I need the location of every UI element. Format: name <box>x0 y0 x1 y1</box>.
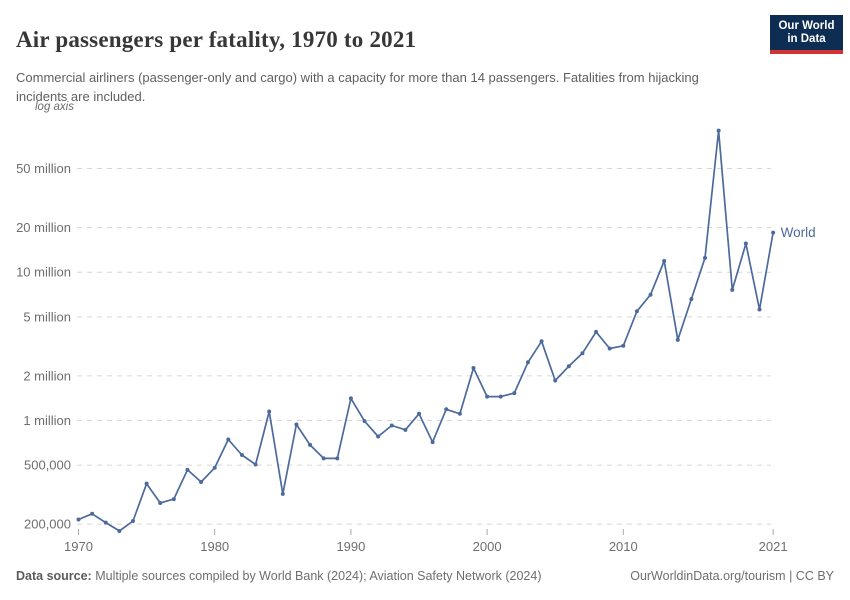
x-axis-tick-label: 2021 <box>759 539 788 554</box>
data-point-marker[interactable] <box>348 396 353 401</box>
data-point-marker[interactable] <box>553 378 558 383</box>
page-title: Air passengers per fatality, 1970 to 202… <box>16 27 417 53</box>
data-point-marker[interactable] <box>103 520 108 525</box>
y-axis-tick-label: 10 million <box>16 265 71 280</box>
chart-subtitle: Commercial airliners (passenger-only and… <box>16 70 699 104</box>
data-point-marker[interactable] <box>580 351 585 356</box>
data-point-marker[interactable] <box>730 287 735 292</box>
data-point-marker[interactable] <box>199 479 204 484</box>
x-axis-tick-label: 1980 <box>200 539 229 554</box>
data-point-marker[interactable] <box>362 419 367 424</box>
data-point-marker[interactable] <box>417 411 421 416</box>
x-axis-tick-label: 2000 <box>473 539 502 554</box>
data-point-marker[interactable] <box>226 437 231 442</box>
data-point-marker[interactable] <box>430 440 435 445</box>
owid-url-license[interactable]: OurWorldinData.org/tourism | CC BY <box>630 569 834 583</box>
data-point-marker[interactable] <box>485 394 490 399</box>
data-point-marker[interactable] <box>267 409 272 414</box>
data-point-marker[interactable] <box>117 528 122 533</box>
data-point-marker[interactable] <box>90 511 95 516</box>
data-point-marker[interactable] <box>294 422 299 427</box>
series-label-world[interactable]: World <box>781 225 816 240</box>
data-point-marker[interactable] <box>471 365 476 370</box>
x-axis-tick-label: 1970 <box>64 539 93 554</box>
data-point-marker[interactable] <box>239 453 244 458</box>
data-point-marker[interactable] <box>308 442 313 447</box>
y-axis-tick-label: 50 million <box>16 161 71 176</box>
data-source-label: Data source: <box>16 569 92 583</box>
data-point-marker[interactable] <box>376 434 381 439</box>
data-point-marker[interactable] <box>144 481 149 486</box>
data-source-note: Data source: Multiple sources compiled b… <box>16 569 541 583</box>
data-point-marker[interactable] <box>771 230 776 235</box>
data-point-marker[interactable] <box>158 500 163 505</box>
data-point-marker[interactable] <box>76 517 81 522</box>
data-point-marker[interactable] <box>607 346 612 351</box>
data-point-marker[interactable] <box>512 391 517 396</box>
owid-logo-line1: Our World <box>778 20 835 32</box>
data-point-marker[interactable] <box>594 329 599 334</box>
data-point-marker[interactable] <box>743 241 748 246</box>
data-point-marker[interactable] <box>335 456 340 461</box>
data-point-marker[interactable] <box>675 337 680 342</box>
data-point-marker[interactable] <box>444 407 449 412</box>
owid-logo[interactable]: Our World in Data <box>770 15 843 54</box>
data-point-marker[interactable] <box>130 519 135 524</box>
data-point-marker[interactable] <box>757 307 762 312</box>
y-axis-tick-label: 1 million <box>23 413 71 428</box>
data-point-marker[interactable] <box>648 292 653 297</box>
log-axis-note: log axis <box>35 101 74 113</box>
data-point-marker[interactable] <box>689 296 694 301</box>
data-point-marker[interactable] <box>321 456 326 461</box>
data-point-marker[interactable] <box>716 128 721 133</box>
data-point-marker[interactable] <box>457 411 462 416</box>
data-point-marker[interactable] <box>634 309 639 314</box>
data-point-marker[interactable] <box>498 394 503 399</box>
data-point-marker[interactable] <box>403 427 408 432</box>
data-point-marker[interactable] <box>171 497 176 502</box>
y-axis-tick-label: 500,000 <box>24 458 71 473</box>
data-point-marker[interactable] <box>212 465 217 470</box>
owid-logo-line2: in Data <box>787 33 826 45</box>
data-point-marker[interactable] <box>539 339 544 344</box>
series-line-world[interactable] <box>77 129 774 532</box>
data-point-marker[interactable] <box>389 423 394 428</box>
data-point-marker[interactable] <box>280 491 285 496</box>
data-source-text: Multiple sources compiled by World Bank … <box>91 569 542 583</box>
y-axis-tick-label: 2 million <box>23 368 71 383</box>
y-axis-tick-label: 5 million <box>23 309 71 324</box>
data-point-marker[interactable] <box>566 364 571 369</box>
chart-footer: Data source: Multiple sources compiled b… <box>16 569 834 583</box>
x-axis-tick-label: 2010 <box>609 539 638 554</box>
y-axis-tick-label: 20 million <box>16 220 71 235</box>
y-axis-tick-label: 200,000 <box>24 517 71 532</box>
data-point-marker[interactable] <box>185 467 190 472</box>
x-axis-tick-label: 1990 <box>336 539 365 554</box>
data-point-marker[interactable] <box>662 258 667 263</box>
data-point-marker[interactable] <box>525 360 530 365</box>
data-point-marker[interactable] <box>621 343 626 348</box>
data-point-marker[interactable] <box>703 255 708 260</box>
data-point-marker[interactable] <box>253 462 258 467</box>
